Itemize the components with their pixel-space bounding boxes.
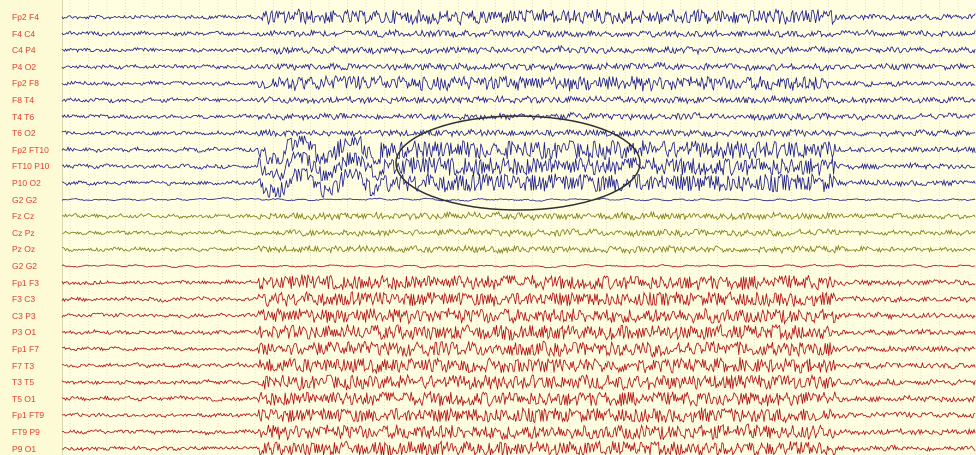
channel-label: P10 O2 bbox=[12, 178, 41, 188]
eeg-trace bbox=[61, 373, 976, 391]
channel-label: P3 O1 bbox=[12, 327, 37, 338]
channel-label: Fp1 F3 bbox=[12, 277, 39, 288]
eeg-trace bbox=[61, 423, 976, 441]
channel-label: C4 P4 bbox=[12, 45, 36, 56]
eeg-trace bbox=[61, 390, 976, 408]
channel-label: T5 O1 bbox=[12, 393, 36, 404]
eeg-trace bbox=[61, 167, 976, 198]
eeg-trace bbox=[61, 28, 976, 39]
channel-label: T4 T6 bbox=[12, 111, 35, 122]
eeg-trace bbox=[61, 8, 976, 27]
eeg-trace bbox=[61, 356, 976, 374]
channel-label: Fp1 F7 bbox=[12, 344, 39, 354]
eeg-trace bbox=[61, 94, 976, 105]
eeg-trace bbox=[61, 210, 976, 222]
channel-label: Fp1 FT9 bbox=[12, 410, 45, 421]
channel-label: G2 G2 bbox=[12, 261, 38, 271]
channel-label: Fp2 F8 bbox=[12, 78, 39, 89]
channel-label: FT9 P9 bbox=[12, 427, 40, 437]
channel-label: C3 P3 bbox=[12, 310, 36, 321]
channel-label: P4 O2 bbox=[12, 61, 37, 72]
eeg-trace bbox=[61, 135, 976, 166]
channel-label: T3 T5 bbox=[12, 377, 35, 388]
eeg-trace bbox=[61, 440, 976, 455]
channel-label: F7 T3 bbox=[12, 360, 35, 371]
channel-label-panel: Fp2 F4 F4 C4 C4 P4 P4 O2 Fp2 F8 F8 T4 T4 T6 T6 … bbox=[0, 0, 63, 455]
eeg-trace bbox=[61, 61, 976, 73]
channel-label: FT10 P10 bbox=[12, 161, 50, 172]
eeg-trace bbox=[61, 406, 976, 424]
eeg-trace bbox=[61, 128, 976, 138]
channel-label: Fz Cz bbox=[12, 211, 35, 222]
channel-label: Pz Oz bbox=[12, 244, 36, 255]
channel-label: F4 C4 bbox=[12, 28, 36, 39]
annotation-ellipse bbox=[395, 115, 641, 211]
channel-label: Cz Pz bbox=[12, 227, 35, 238]
eeg-trace bbox=[61, 323, 976, 341]
eeg-trace bbox=[61, 227, 976, 239]
channel-label: F8 T4 bbox=[12, 95, 35, 105]
channel-label: G2 G2 bbox=[12, 194, 38, 205]
eeg-trace bbox=[61, 307, 976, 326]
eeg-trace bbox=[61, 263, 976, 269]
eeg-trace bbox=[61, 74, 976, 92]
channel-label: Fp2 F4 bbox=[12, 12, 39, 22]
eeg-trace bbox=[61, 197, 976, 203]
eeg-trace bbox=[61, 340, 976, 358]
channel-label: F3 C3 bbox=[12, 294, 36, 305]
eeg-trace bbox=[61, 274, 976, 291]
eeg-trace bbox=[61, 290, 976, 308]
channel-label: Fp2 FT10 bbox=[12, 144, 49, 155]
eeg-trace bbox=[61, 150, 976, 182]
eeg-trace bbox=[61, 44, 976, 56]
eeg-trace bbox=[61, 244, 976, 255]
channel-label: P9 O1 bbox=[12, 443, 37, 454]
channel-label: T6 O2 bbox=[12, 128, 36, 139]
